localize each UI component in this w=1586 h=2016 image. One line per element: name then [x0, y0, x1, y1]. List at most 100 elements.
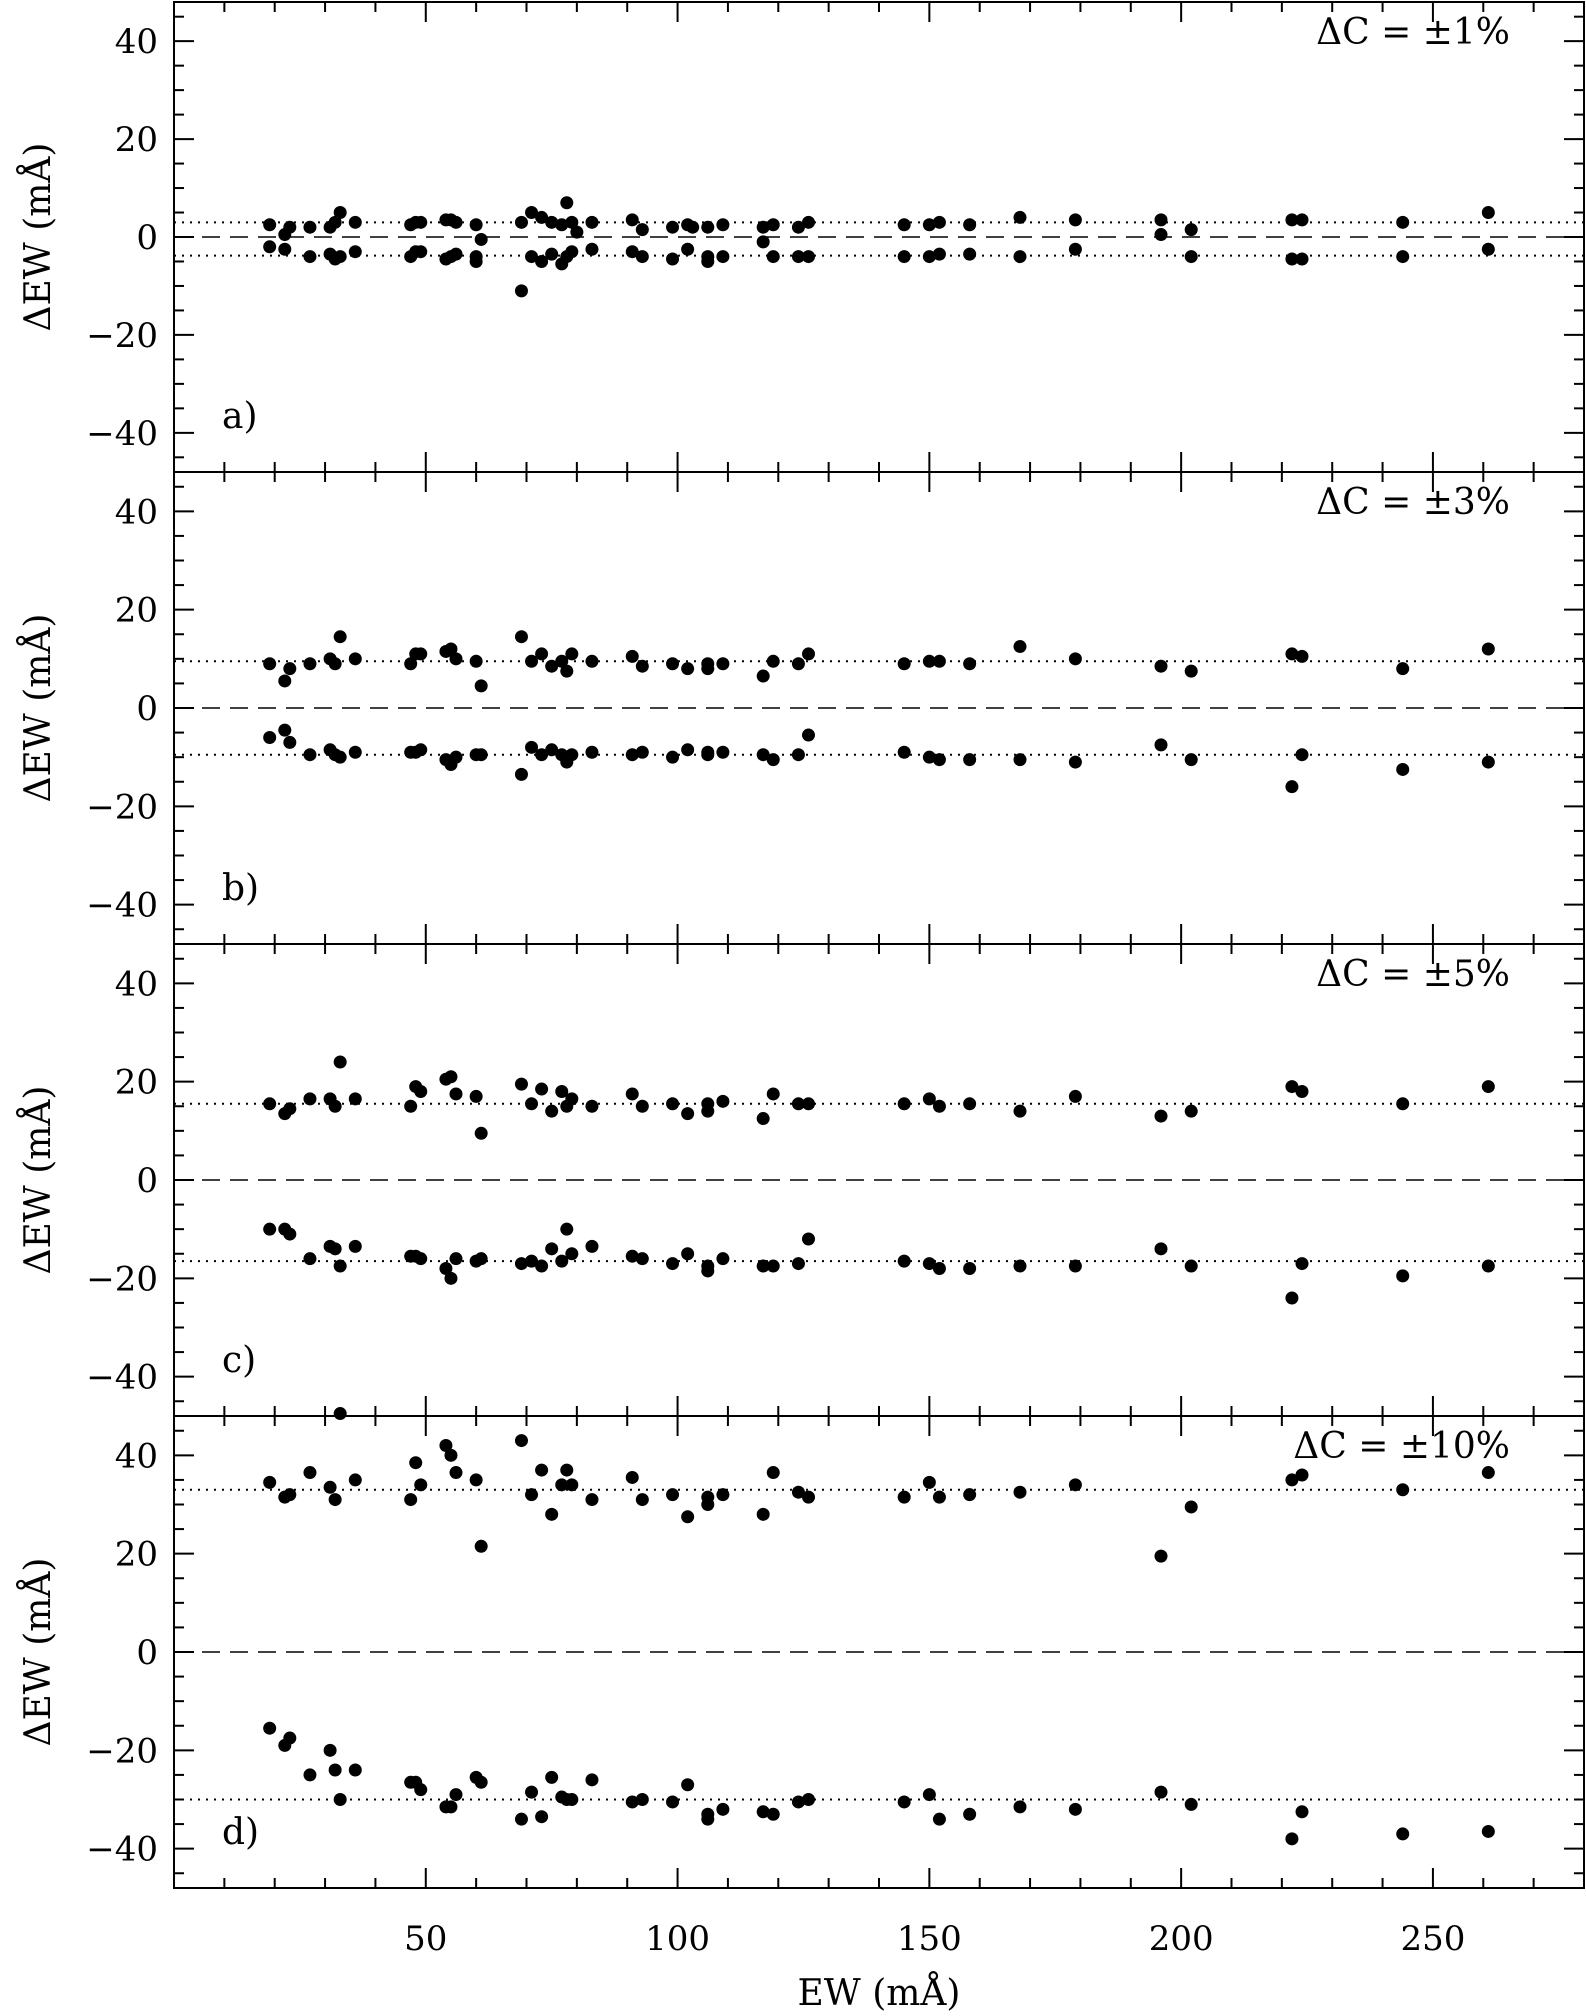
data-point [348, 1239, 362, 1253]
data-point [1396, 662, 1410, 676]
data-point [1481, 1259, 1495, 1273]
data-point [666, 1097, 680, 1111]
data-point [1396, 1483, 1410, 1497]
y-axis-title: ΔEW (mÅ) [17, 143, 59, 332]
data-point [1481, 242, 1495, 256]
data-point [469, 250, 483, 264]
data-point [701, 1812, 715, 1826]
x-tick-label: 150 [897, 1919, 962, 1959]
data-point [963, 1097, 977, 1111]
data-point [1013, 753, 1027, 767]
data-point [756, 748, 770, 762]
data-point [585, 1239, 599, 1253]
panel-4: −40 −20 0 20 40 ΔEW (mÅ) d) ΔC = ±10% [17, 1407, 1585, 1889]
data-point [348, 1473, 362, 1487]
data-point [278, 723, 292, 737]
data-point [414, 1478, 428, 1492]
data-point [444, 642, 458, 656]
data-point [922, 1475, 936, 1489]
data-point [303, 220, 317, 234]
data-point [535, 647, 549, 661]
data-point [963, 1807, 977, 1821]
data-point [922, 1788, 936, 1802]
data-point [932, 247, 946, 261]
data-point [514, 767, 528, 781]
data-point [791, 220, 805, 234]
data-point [263, 657, 277, 671]
data-point [514, 1257, 528, 1271]
data-point [449, 1252, 463, 1266]
data-point [469, 1089, 483, 1103]
data-point [278, 242, 292, 256]
data-point [1013, 1800, 1027, 1814]
data-point [766, 1466, 780, 1480]
data-point [565, 1092, 579, 1106]
data-point [333, 1407, 347, 1421]
data-point [1396, 1827, 1410, 1841]
y-tick-label: 40 [115, 964, 158, 1004]
data-point [1396, 250, 1410, 264]
data-point [625, 213, 639, 227]
panel-annotation: ΔC = ±5% [1316, 954, 1510, 995]
data-point [333, 1259, 347, 1273]
data-point [766, 250, 780, 264]
data-point [1184, 223, 1198, 237]
data-point [716, 1802, 730, 1816]
data-point [1013, 1259, 1027, 1273]
data-point [565, 215, 579, 229]
data-point [666, 750, 680, 764]
data-point [535, 254, 549, 268]
panel-label: a) [222, 396, 258, 437]
data-point [635, 659, 649, 673]
data-point [766, 218, 780, 232]
data-point [1013, 640, 1027, 654]
data-point [263, 1097, 277, 1111]
y-axis-title: ΔEW (mÅ) [17, 614, 59, 803]
data-point [1013, 1104, 1027, 1118]
y-tick-label: 40 [115, 492, 158, 532]
data-point [1481, 642, 1495, 656]
data-point [1295, 213, 1309, 227]
y-tick-label: 0 [136, 1161, 158, 1201]
data-point [802, 1793, 815, 1806]
data-point [449, 1087, 463, 1101]
y-tick-label: 20 [115, 1063, 158, 1103]
data-point [922, 750, 936, 764]
data-point [1154, 1109, 1168, 1123]
data-point [525, 250, 539, 264]
data-point [791, 657, 805, 671]
x-tick-label: 250 [1400, 1919, 1465, 1959]
data-point [1068, 755, 1082, 769]
y-tick-label: 20 [115, 1535, 158, 1575]
data-point [303, 1252, 317, 1266]
data-point [444, 1800, 458, 1814]
data-point [666, 1795, 680, 1809]
data-point [635, 1099, 649, 1113]
data-point [545, 247, 559, 261]
data-point [625, 1249, 639, 1263]
data-point [635, 223, 649, 237]
data-point [535, 1810, 549, 1824]
data-point [686, 220, 700, 234]
y-tick-label: −40 [86, 1830, 158, 1870]
data-point [1285, 780, 1299, 794]
data-point [897, 745, 911, 759]
data-point [963, 657, 977, 671]
data-point [449, 1788, 463, 1802]
data-point [333, 1793, 347, 1806]
data-point [666, 1257, 680, 1271]
data-point [303, 748, 317, 762]
data-point [439, 1439, 453, 1452]
data-point [514, 215, 528, 229]
data-point [333, 250, 347, 264]
data-point [404, 657, 418, 671]
data-point [328, 1242, 342, 1256]
data-point [414, 743, 428, 757]
data-point [545, 1507, 559, 1521]
data-point [414, 245, 428, 259]
data-point [535, 1082, 549, 1096]
data-point [585, 1773, 599, 1787]
data-point [963, 218, 977, 232]
data-point [1396, 1269, 1410, 1283]
data-point [791, 1257, 805, 1271]
